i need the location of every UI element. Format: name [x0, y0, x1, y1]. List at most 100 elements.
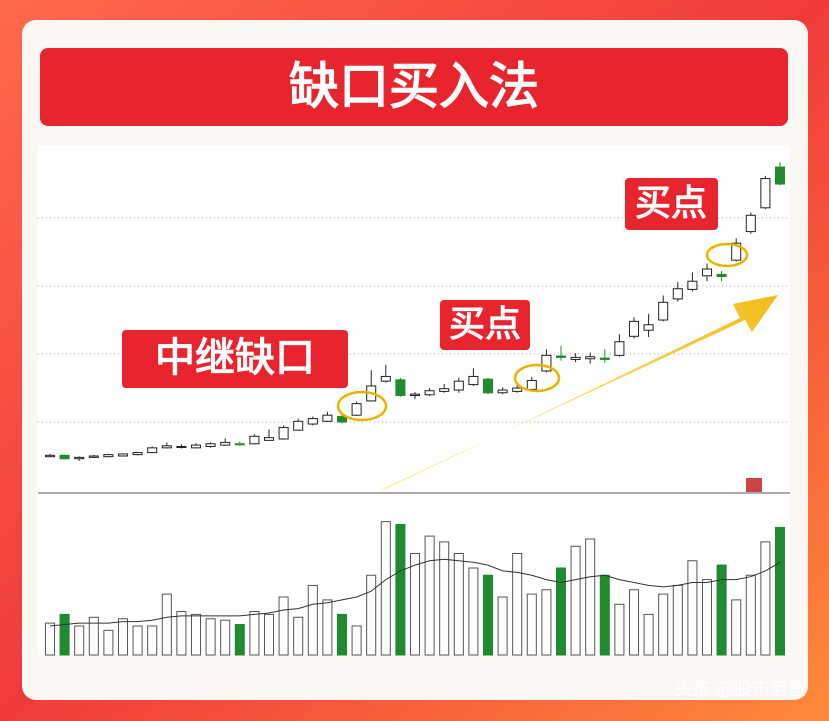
- candle-body: [512, 387, 523, 392]
- volume-bar: [44, 622, 56, 656]
- candle-body: [293, 420, 304, 431]
- volume-bar: [147, 625, 158, 656]
- candle-body: [395, 379, 406, 396]
- volume-bar: [88, 616, 99, 656]
- volume-bar: [570, 545, 581, 656]
- candle-body: [658, 301, 669, 321]
- candle-body: [263, 437, 275, 441]
- volume-bar: [278, 596, 289, 656]
- candle-body: [322, 414, 333, 422]
- candle-body: [278, 426, 289, 440]
- icon: [746, 478, 762, 492]
- gap-circle: [705, 242, 749, 268]
- candle-body: [380, 375, 391, 382]
- volume-bar: [672, 584, 683, 656]
- candle-body: [599, 357, 610, 360]
- candle-body: [220, 441, 231, 446]
- title: 缺口买入法: [289, 58, 539, 116]
- candle-body: [176, 445, 187, 448]
- candle-body: [74, 456, 85, 460]
- volume-bar: [687, 560, 698, 656]
- volume-bar: [453, 553, 464, 656]
- candle-body: [424, 390, 435, 396]
- volume-bar: [439, 541, 450, 656]
- candle-body: [482, 378, 494, 394]
- volume-bar: [322, 599, 333, 656]
- candle-body: [409, 393, 421, 396]
- watermark: 头条 @股市老鱼: [674, 679, 806, 700]
- volume-bar: [555, 567, 567, 656]
- candle-body: [117, 453, 129, 457]
- candle-body: [44, 454, 56, 458]
- volume-bar: [701, 579, 713, 656]
- volume-bar: [103, 629, 114, 656]
- volume-bar: [731, 599, 742, 656]
- candle-body: [88, 455, 99, 458]
- annotation: 买点: [449, 304, 521, 345]
- volume-bar: [132, 625, 143, 656]
- candle-body: [161, 445, 172, 449]
- candle-body: [190, 444, 202, 449]
- volume-bar: [468, 567, 479, 656]
- volume-bar: [716, 564, 727, 656]
- volume-bar: [482, 574, 494, 656]
- candle-body: [351, 403, 362, 416]
- annotation-box: [122, 330, 348, 388]
- volume-bar: [512, 553, 523, 656]
- volume-bar: [190, 613, 202, 656]
- volume-bar: [760, 541, 771, 656]
- volume-bar: [614, 603, 625, 656]
- volume-bar: [366, 574, 377, 656]
- volume-bar: [643, 613, 654, 656]
- volume-bar: [176, 611, 187, 656]
- candle-body: [147, 447, 158, 454]
- volume-bar: [380, 521, 391, 656]
- candle-body: [205, 443, 216, 447]
- candle-body: [585, 356, 596, 360]
- candle-body: [672, 288, 683, 300]
- candle-body: [249, 435, 260, 445]
- volume-bar: [205, 618, 216, 656]
- volume-bar: [336, 613, 348, 656]
- candle-body: [59, 454, 70, 460]
- candle-body: [716, 273, 727, 277]
- candle-body: [745, 214, 756, 233]
- candle-body: [103, 454, 114, 458]
- volume-bar: [351, 625, 362, 656]
- candle-body: [497, 389, 508, 394]
- volume-bar: [526, 593, 537, 656]
- candle-body: [439, 388, 450, 392]
- volume-bar: [395, 524, 406, 656]
- volume-bar: [59, 613, 70, 656]
- candle-body: [614, 341, 625, 356]
- volume-bar: [234, 624, 245, 656]
- gap-circle: [513, 363, 561, 393]
- volume-bar: [220, 619, 231, 656]
- annotation-box: [440, 300, 530, 350]
- candle-body: [453, 380, 464, 391]
- annotation: 中继缺口: [155, 335, 315, 381]
- candle-body: [687, 280, 698, 290]
- candle-body: [701, 268, 713, 277]
- candle-body: [643, 324, 654, 331]
- volume-bar: [117, 618, 129, 656]
- volume-bar: [161, 593, 172, 656]
- volume-bar: [249, 611, 260, 656]
- volume-bar: [745, 574, 756, 656]
- volume-bar: [263, 613, 275, 656]
- volume-bar: [74, 625, 85, 656]
- volume-bar: [424, 535, 435, 656]
- volume-bar: [541, 589, 552, 656]
- volume-bar: [409, 553, 421, 656]
- candle-body: [526, 380, 537, 390]
- candle-body: [731, 242, 742, 261]
- volume-bar: [585, 538, 596, 656]
- volume-bar: [628, 589, 640, 656]
- candle-body: [774, 166, 786, 185]
- candle-body: [132, 452, 143, 456]
- title-banner: [40, 48, 788, 126]
- volume-bar: [293, 616, 304, 656]
- candle-body: [555, 355, 567, 358]
- volume-ma-line: [49, 558, 781, 627]
